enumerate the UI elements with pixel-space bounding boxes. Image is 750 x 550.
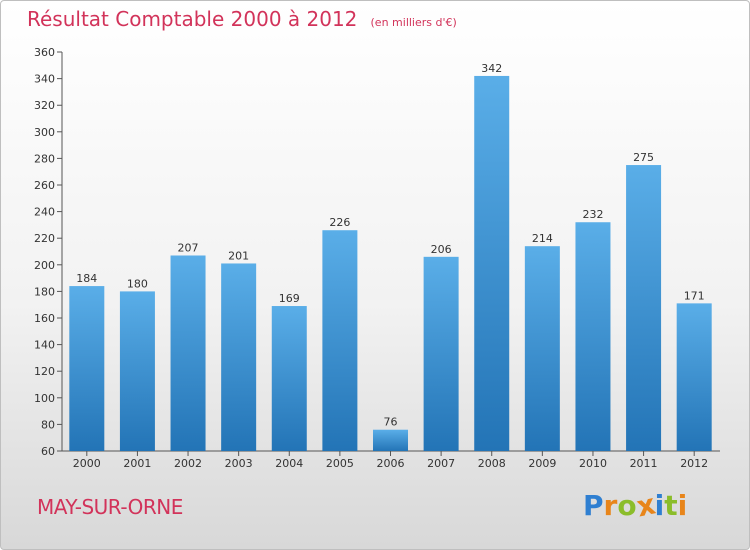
- bar-value-label: 275: [633, 151, 654, 164]
- y-tick-label: 320: [34, 99, 55, 112]
- bar-2011: [626, 165, 662, 452]
- bar-2009: [524, 246, 560, 451]
- bar-value-label: 232: [582, 208, 603, 221]
- bar-value-label: 214: [532, 232, 553, 245]
- commune-name: MAY-SUR-ORNE: [37, 495, 183, 519]
- bar-2001: [119, 291, 155, 451]
- bar-2005: [322, 230, 358, 451]
- bar-2007: [423, 256, 459, 451]
- bar-value-label: 201: [228, 249, 249, 262]
- logo-letter: P: [583, 489, 604, 522]
- proxiti-logo: Proxiti: [583, 487, 688, 523]
- y-tick-label: 100: [34, 392, 55, 405]
- y-tick-label: 140: [34, 339, 55, 352]
- x-tick-label: 2003: [225, 457, 253, 470]
- y-tick-label: 260: [34, 179, 55, 192]
- x-tick-label: 2005: [326, 457, 354, 470]
- chart-title-row: Résultat Comptable 2000 à 2012 (en milli…: [27, 7, 457, 31]
- x-tick-label: 2009: [528, 457, 556, 470]
- x-axis: 2000 2001 2002 2003 2004 2005 2006 2007 2008 2009…: [62, 450, 720, 470]
- logo-letter: t: [664, 489, 678, 522]
- x-tick-label: 2008: [478, 457, 506, 470]
- bar-2000: [69, 286, 105, 451]
- bar-2003: [221, 263, 257, 451]
- x-tick-label: 2004: [275, 457, 303, 470]
- logo-letter: i: [677, 489, 688, 522]
- bar-value-label: 207: [178, 241, 199, 254]
- bar-value-label: 180: [127, 277, 148, 290]
- y-tick-label: 80: [41, 418, 55, 431]
- x-tick-label: 2001: [123, 457, 151, 470]
- logo-letter: i: [654, 489, 665, 522]
- bar-2010: [575, 222, 611, 451]
- logo-letter: r: [603, 489, 618, 522]
- chart-title: Résultat Comptable 2000 à 2012: [27, 7, 358, 31]
- bars-group: [69, 75, 712, 452]
- y-tick-label: 280: [34, 152, 55, 165]
- bar-value-label: 171: [684, 289, 705, 302]
- bar-2006: [373, 429, 408, 451]
- bar-value-label: 206: [431, 243, 452, 256]
- y-tick-label: 180: [34, 285, 55, 298]
- y-axis: 60 80 100 120 140 160 180 200 220 240 260 280 300 320…: [34, 46, 63, 458]
- y-tick-label: 240: [34, 206, 55, 219]
- bar-2004: [271, 306, 307, 451]
- y-tick-label: 360: [34, 46, 55, 59]
- bar-value-label: 226: [329, 216, 350, 229]
- y-tick-label: 220: [34, 232, 55, 245]
- x-tick-label: 2011: [630, 457, 658, 470]
- y-tick-label: 300: [34, 126, 55, 139]
- bar-value-label: 184: [76, 272, 97, 285]
- logo-letter: o: [617, 489, 637, 522]
- bar-2012: [676, 303, 712, 451]
- x-tick-label: 2002: [174, 457, 202, 470]
- y-tick-label: 160: [34, 312, 55, 325]
- y-tick-label: 340: [34, 73, 55, 86]
- x-tick-label: 2006: [377, 457, 405, 470]
- bar-value-label: 169: [279, 292, 300, 305]
- bar-value-label: 76: [384, 416, 398, 429]
- bar-2008: [474, 75, 510, 451]
- bar-value-label: 342: [481, 62, 502, 75]
- x-tick-label: 2007: [427, 457, 455, 470]
- bar-labels-group: 184 180 207 201 169 226 76 206 342 214 232 275 171: [76, 62, 704, 429]
- x-tick-label: 2000: [73, 457, 101, 470]
- y-tick-label: 60: [41, 445, 55, 458]
- x-tick-label: 2010: [579, 457, 607, 470]
- chart-subtitle: (en milliers d'€): [370, 16, 457, 29]
- y-tick-label: 200: [34, 259, 55, 272]
- y-tick-label: 120: [34, 365, 55, 378]
- x-tick-label: 2012: [680, 457, 708, 470]
- bar-2002: [170, 255, 206, 451]
